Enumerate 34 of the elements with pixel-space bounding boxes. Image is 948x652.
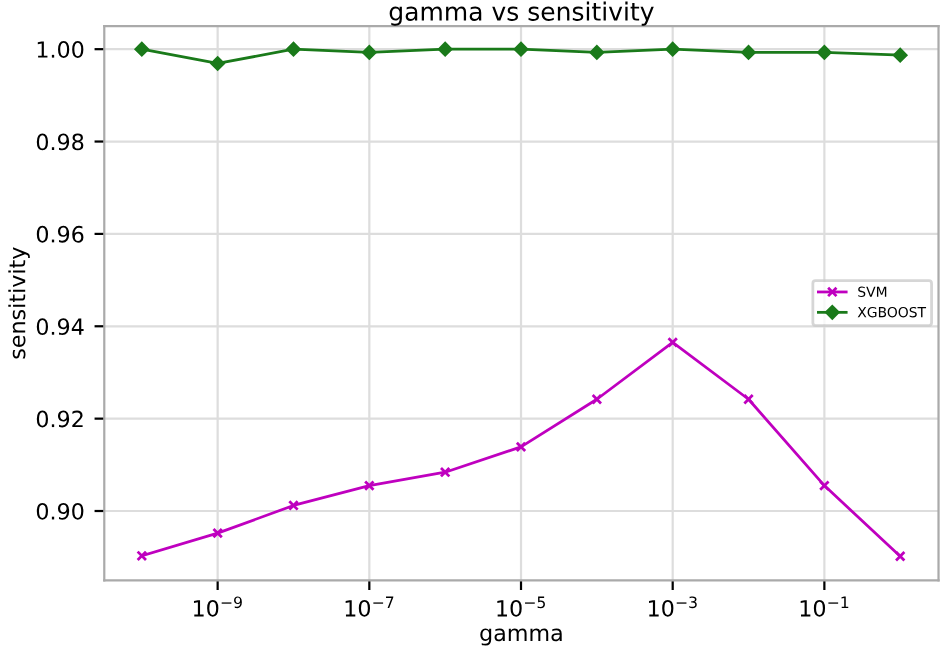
point	[513, 41, 529, 57]
point	[591, 393, 603, 405]
y-tick-label: 0.96	[36, 225, 84, 243]
y-tick-label: 1.00	[37, 41, 84, 58]
point	[439, 466, 451, 478]
point	[362, 45, 377, 60]
point	[817, 45, 832, 60]
point	[437, 41, 453, 57]
point	[515, 441, 527, 453]
point	[286, 41, 301, 57]
x-tick-label: 10$^{−1}$	[800, 596, 849, 617]
point	[741, 45, 756, 60]
x-tick-label: 10$^{−9}$	[193, 596, 242, 617]
point	[892, 47, 908, 63]
point	[363, 480, 375, 492]
point	[134, 41, 150, 57]
y-axis-title: sensitivity	[8, 247, 30, 359]
y-tick-label: 0.98	[36, 133, 84, 151]
x-tick-label: 10$^{−7}$	[345, 596, 394, 617]
y-tick-label: 0.94	[36, 318, 84, 336]
x-axis-title: gamma	[480, 628, 562, 646]
x-tick-label: 10$^{−5}$	[497, 596, 545, 617]
point	[665, 41, 680, 57]
point	[212, 527, 224, 539]
point	[818, 480, 830, 492]
y-tick-label: 0.92	[36, 410, 83, 428]
x-tick-label: 10$^{−3}$	[649, 596, 697, 617]
y-tick-label: 0.90	[36, 502, 84, 520]
point	[287, 499, 300, 512]
point	[667, 336, 679, 348]
point	[210, 56, 225, 71]
point	[742, 393, 755, 405]
point	[589, 45, 605, 60]
chart-title: gamma vs sensitivity	[389, 1, 654, 26]
